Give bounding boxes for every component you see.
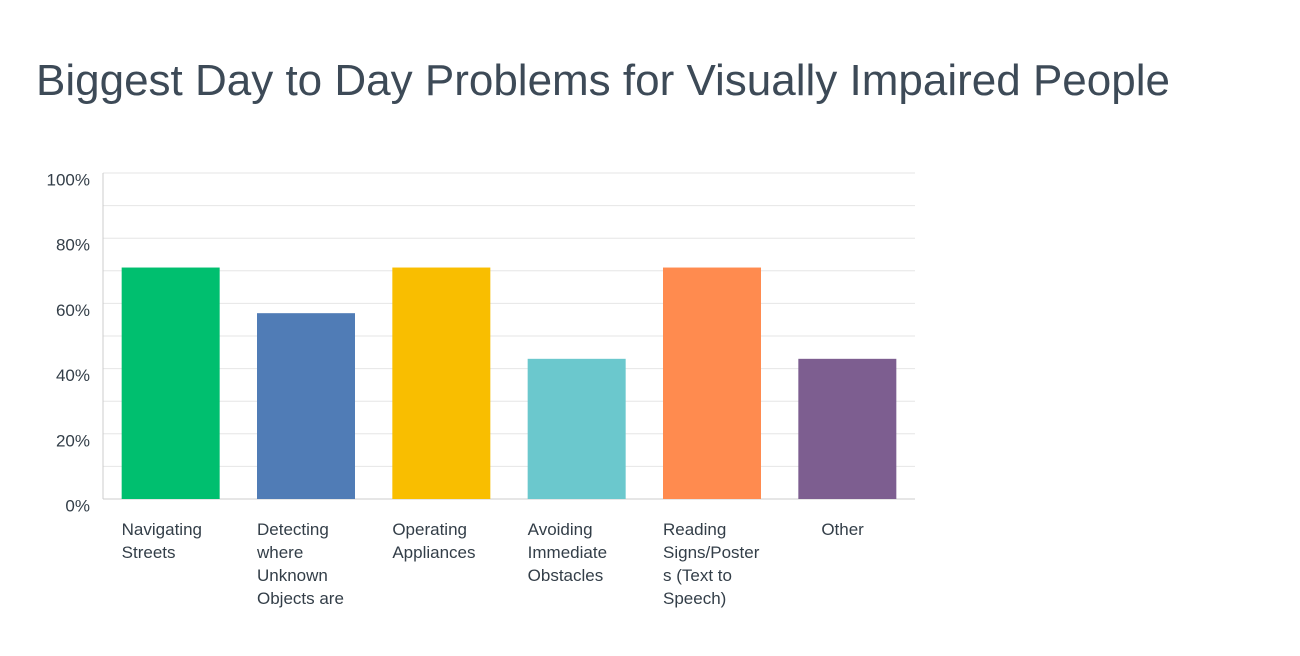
bar (663, 267, 761, 499)
x-tick-label: Operating Appliances (392, 520, 476, 562)
x-tick-label: Avoiding Immediate Obstacles (527, 520, 608, 585)
x-tick-label: Navigating Streets (121, 520, 202, 562)
bar (392, 267, 491, 499)
x-tick-label: Reading Signs/Posters (Text to Speech) (663, 520, 760, 608)
x-tick-label: Other (821, 520, 864, 539)
bar (798, 358, 897, 499)
bar (257, 313, 355, 499)
bar (527, 358, 626, 499)
y-tick-label: 0% (65, 496, 90, 515)
bar (121, 267, 220, 499)
y-tick-label: 100% (47, 170, 90, 189)
y-tick-label: 40% (56, 366, 90, 385)
y-tick-label: 20% (56, 431, 90, 450)
chart-title: Biggest Day to Day Problems for Visually… (36, 56, 1170, 105)
y-tick-label: 80% (56, 236, 90, 255)
x-tick-label: Detecting where Unknown Objects are (257, 520, 344, 608)
y-tick-label: 60% (56, 301, 90, 320)
